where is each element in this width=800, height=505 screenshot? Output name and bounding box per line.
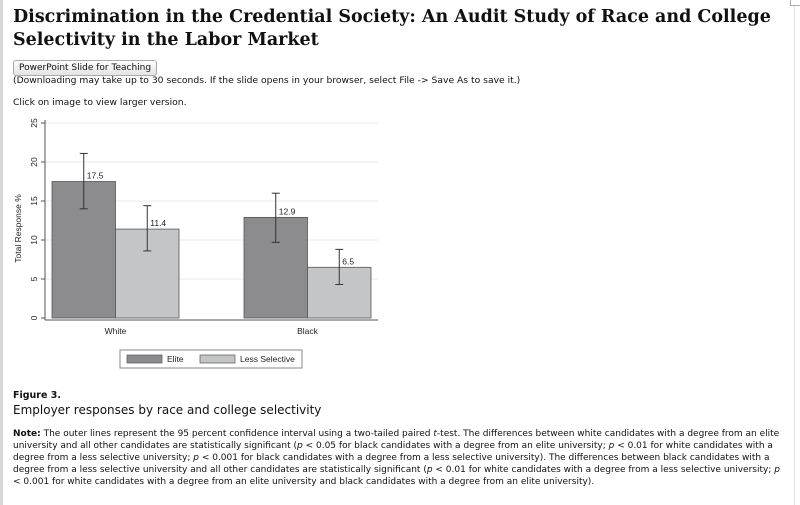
legend-label: Less Selective [240,354,295,364]
note-label: Note: [13,429,41,439]
y-tick-label: 10 [29,235,39,245]
y-tick-label: 5 [29,276,39,281]
data-label: 12.9 [279,206,296,216]
note-text: The outer lines represent the 95 percent… [13,429,780,487]
legend-swatch [126,354,163,364]
page-right-border [794,6,795,505]
figure-chart[interactable]: 0 5 10 15 20 25 Total Response % 17.5 11.4 White 1… [0,110,400,380]
figure-caption: Employer responses by race and college s… [13,403,322,417]
data-label: 11.4 [150,218,166,228]
y-tick-label: 15 [29,196,39,206]
y-tick-label: 0 [29,315,39,320]
figure-label: Figure 3. [13,390,61,401]
legend-label: Elite [167,354,184,364]
page-left-border [0,0,3,505]
data-label: 17.5 [87,171,104,181]
article-title: Discrimination in the Credential Society… [13,7,771,50]
y-tick-label: 25 [29,118,39,128]
legend-swatch [199,354,236,364]
y-axis-label: Total Response % [13,194,23,263]
window-corner [790,0,800,6]
click-hint: Click on image to view larger version. [13,97,187,108]
powerpoint-slide-button[interactable]: PowerPoint Slide for Teaching [13,60,158,76]
data-label: 6.5 [342,256,354,266]
y-tick-label: 20 [29,157,39,167]
download-note: (Downloading may take up to 30 seconds. … [13,75,521,86]
x-tick-label: White [105,326,127,336]
x-tick-label: Black [297,326,319,336]
figure-note: Note: The outer lines represent the 95 p… [13,428,783,488]
